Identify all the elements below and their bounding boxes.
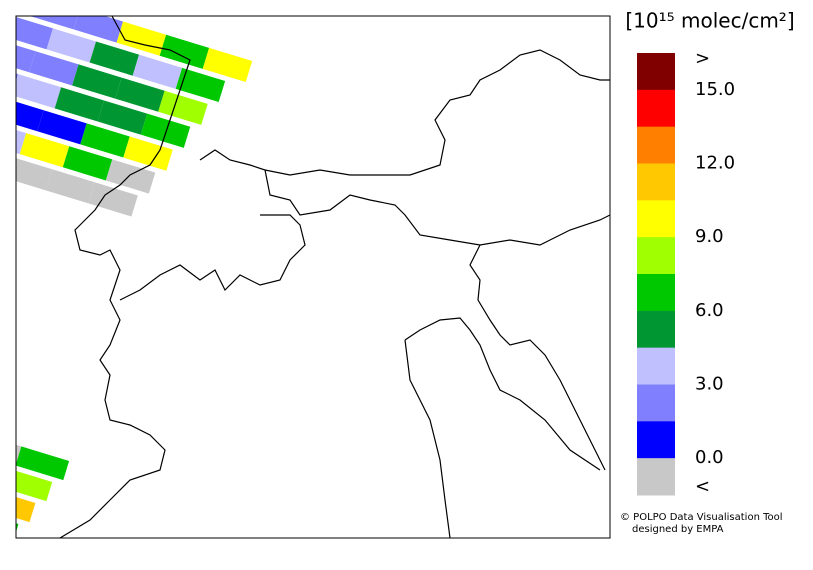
colorbar-swatch xyxy=(637,53,675,91)
colorbar-swatch xyxy=(637,458,675,496)
credit-line: designed by EMPA xyxy=(632,524,724,535)
colorbar-label: > xyxy=(695,48,710,69)
colorbar-label: 0.0 xyxy=(695,447,724,468)
colorbar-label: 9.0 xyxy=(695,226,724,247)
colorbar-swatch xyxy=(637,237,675,275)
colorbar-swatch xyxy=(637,163,675,201)
colorbar-swatch xyxy=(637,126,675,164)
credit-line: © POLPO Data Visualisation Tool xyxy=(620,512,783,523)
colorbar: >15.0 12.0 9.0 6.0 3.0 0.0 < xyxy=(637,48,735,497)
colorbar-label: < xyxy=(695,476,710,497)
colorbar-swatch xyxy=(637,347,675,385)
colorbar-label: 6.0 xyxy=(695,300,724,321)
colorbar-label: 3.0 xyxy=(695,374,724,395)
colorbar-label: 15.0 xyxy=(695,79,735,100)
colorbar-label: 12.0 xyxy=(695,153,735,174)
colorbar-swatch xyxy=(637,384,675,422)
country-borders xyxy=(59,16,610,538)
colorbar-swatch xyxy=(637,310,675,349)
colorbar-swatch xyxy=(637,274,675,312)
map-frame xyxy=(15,15,611,539)
colorbar-swatch xyxy=(637,89,675,128)
legend-title: [10¹⁵ molec/cm²] xyxy=(625,9,794,33)
colorbar-swatch xyxy=(637,421,675,459)
colorbar-swatch xyxy=(637,200,675,238)
